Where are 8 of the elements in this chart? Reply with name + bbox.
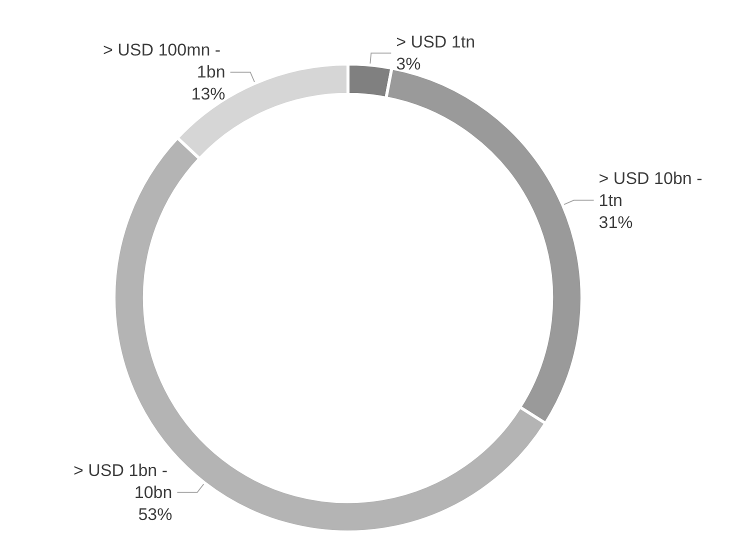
data-label: 31% [598,212,633,232]
slice-label: > USD 10bn - 1tn [598,168,707,210]
slice-label: > USD 100mn - 1bn [102,40,226,82]
data-label: 13% [191,84,226,104]
data-label: 53% [138,504,172,524]
slice-label: > USD 1bn - 10bn [73,460,172,502]
data-label: 3% [396,54,421,74]
slice-label: > USD 1tn [396,32,476,52]
